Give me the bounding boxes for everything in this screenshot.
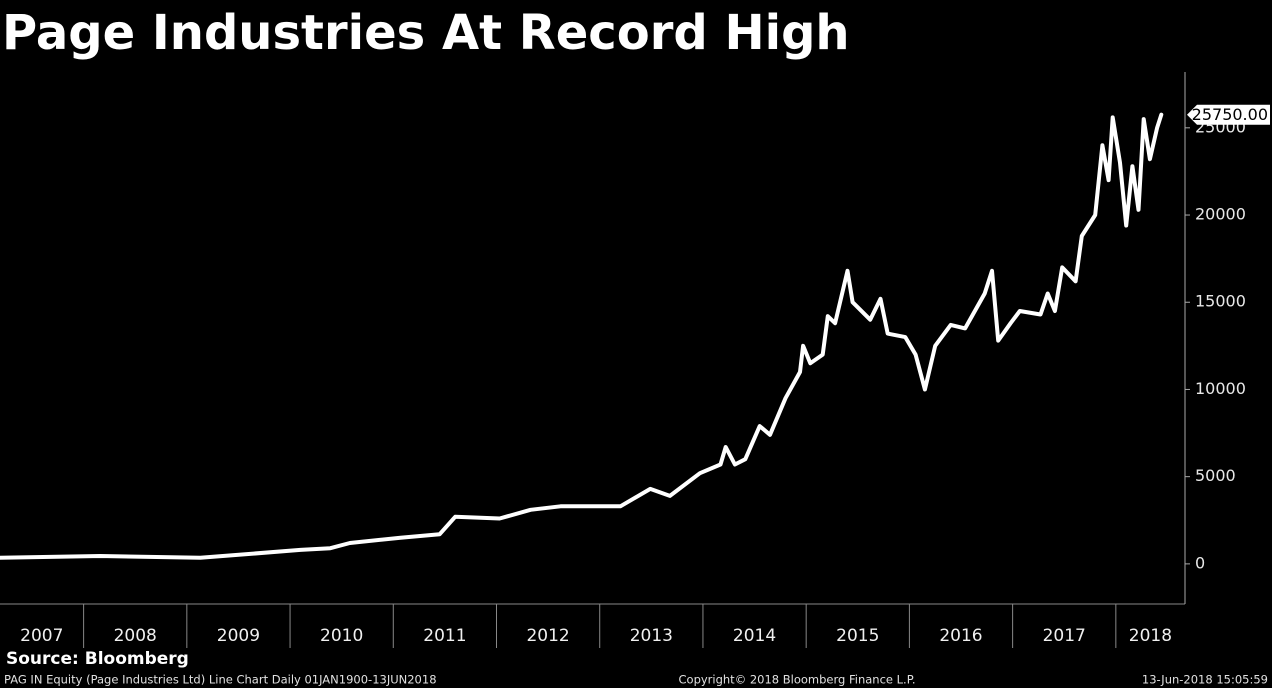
- x-tick-label: 2016: [939, 626, 982, 646]
- x-tick-label: 2013: [630, 626, 673, 646]
- y-tick-label: 5000: [1195, 466, 1236, 485]
- y-tick-label: 10000: [1195, 379, 1246, 398]
- x-tick-label: 2012: [526, 626, 569, 646]
- x-tick-label: 2018: [1129, 626, 1172, 646]
- x-tick-label: 2017: [1043, 626, 1086, 646]
- x-tick-label: 2008: [114, 626, 157, 646]
- y-tick-label: 20000: [1195, 205, 1246, 224]
- y-tick-label: 15000: [1195, 292, 1246, 311]
- x-tick-label: 2014: [733, 626, 776, 646]
- x-tick-label: 2007: [20, 626, 63, 646]
- last-value-box: [1187, 104, 1270, 125]
- x-tick-label: 2009: [217, 626, 260, 646]
- x-tick-label: 2011: [423, 626, 466, 646]
- chart-title: Page Industries At Record High: [2, 5, 850, 61]
- footer-right: 13-Jun-2018 15:05:59: [1142, 673, 1268, 687]
- x-tick-label: 2015: [836, 626, 879, 646]
- source: Source: Bloomberg: [6, 649, 189, 669]
- price-line: [0, 112, 1164, 560]
- footer-left: PAG IN Equity (Page Industries Ltd) Line…: [4, 673, 437, 687]
- footer-center: Copyright© 2018 Bloomberg Finance L.P.: [679, 673, 916, 687]
- y-tick-label: 0: [1195, 553, 1205, 572]
- last-value-label: 25750.00: [1192, 105, 1268, 124]
- x-tick-label: 2010: [320, 626, 363, 646]
